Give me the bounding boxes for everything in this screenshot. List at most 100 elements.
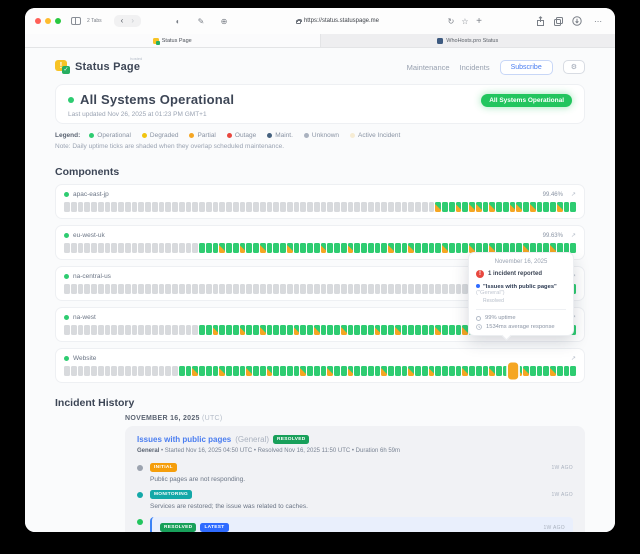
uptime-tick[interactable] xyxy=(536,243,543,253)
uptime-tick[interactable] xyxy=(462,325,468,335)
uptime-tick[interactable] xyxy=(266,284,273,294)
uptime-tick[interactable] xyxy=(489,366,495,376)
uptime-tick[interactable] xyxy=(475,366,482,376)
uptime-tick[interactable] xyxy=(388,325,394,335)
uptime-tick[interactable] xyxy=(448,325,455,335)
uptime-tick[interactable] xyxy=(300,202,306,212)
uptime-tick[interactable] xyxy=(435,202,441,212)
uptime-tick[interactable] xyxy=(462,202,468,212)
uptime-tick[interactable] xyxy=(293,202,300,212)
uptime-tick[interactable] xyxy=(97,202,104,212)
uptime-tick[interactable] xyxy=(165,284,171,294)
uptime-tick[interactable] xyxy=(313,202,320,212)
uptime-tick[interactable] xyxy=(64,325,70,335)
uptime-tick[interactable] xyxy=(401,243,408,253)
uptime-tick[interactable] xyxy=(550,366,556,376)
uptime-tick[interactable] xyxy=(212,284,219,294)
uptime-tick[interactable] xyxy=(489,202,495,212)
uptime-tick[interactable] xyxy=(118,325,124,335)
uptime-tick[interactable] xyxy=(232,284,239,294)
uptime-tick[interactable] xyxy=(104,284,111,294)
uptime-tick[interactable] xyxy=(64,366,70,376)
uptime-tick[interactable] xyxy=(361,284,367,294)
uptime-tick[interactable] xyxy=(347,202,354,212)
uptime-tick[interactable] xyxy=(496,366,502,376)
uptime-tick[interactable] xyxy=(253,366,259,376)
uptime-tick[interactable] xyxy=(226,202,232,212)
uptime-tick[interactable] xyxy=(97,284,104,294)
uptime-tick[interactable] xyxy=(340,366,347,376)
tab-whohosts[interactable]: WhoHosts.pro Status xyxy=(320,34,615,47)
uptime-tick[interactable] xyxy=(246,284,252,294)
uptime-tick[interactable] xyxy=(300,325,306,335)
uptime-tick[interactable] xyxy=(401,366,408,376)
uptime-tick[interactable] xyxy=(293,366,300,376)
uptime-tick[interactable] xyxy=(482,366,489,376)
uptime-tick[interactable] xyxy=(104,243,111,253)
uptime-tick[interactable] xyxy=(313,284,320,294)
uptime-tick[interactable] xyxy=(91,284,97,294)
uptime-tick[interactable] xyxy=(138,284,144,294)
uptime-tick[interactable] xyxy=(327,366,333,376)
page-appearance-icon[interactable]: ◐ xyxy=(175,16,181,26)
uptime-tick[interactable] xyxy=(70,243,77,253)
uptime-tick[interactable] xyxy=(313,325,320,335)
uptime-tick[interactable] xyxy=(77,284,84,294)
uptime-tick[interactable] xyxy=(165,325,171,335)
uptime-tick[interactable] xyxy=(151,366,158,376)
uptime-tick[interactable] xyxy=(435,325,441,335)
uptime-tick[interactable] xyxy=(448,284,455,294)
uptime-tick[interactable] xyxy=(442,366,448,376)
brand-logo[interactable]: ! ✓ Status Page hosted xyxy=(55,56,142,74)
uptime-tick[interactable] xyxy=(421,366,428,376)
uptime-tick[interactable] xyxy=(421,202,428,212)
uptime-tick[interactable] xyxy=(205,243,212,253)
uptime-tick[interactable] xyxy=(70,325,77,335)
uptime-tick[interactable] xyxy=(165,366,171,376)
uptime-tick[interactable] xyxy=(428,325,435,335)
uptime-tick[interactable] xyxy=(178,202,185,212)
bookmark-star-button[interactable]: ☆ xyxy=(461,16,469,26)
uptime-tick[interactable] xyxy=(246,243,252,253)
uptime-tick[interactable] xyxy=(361,202,367,212)
uptime-tick[interactable] xyxy=(354,325,360,335)
tab-status-page[interactable]: Status Page xyxy=(25,34,321,47)
uptime-tick[interactable] xyxy=(428,202,435,212)
uptime-tick[interactable] xyxy=(556,366,563,376)
uptime-tick[interactable] xyxy=(307,202,313,212)
uptime-tick[interactable] xyxy=(239,243,246,253)
uptime-tick[interactable] xyxy=(388,366,394,376)
uptime-tick[interactable] xyxy=(408,366,414,376)
uptime-tick[interactable] xyxy=(401,202,408,212)
uptime-tick[interactable] xyxy=(556,243,563,253)
uptime-tick[interactable] xyxy=(334,202,340,212)
uptime-tick[interactable] xyxy=(70,366,77,376)
uptime-tick[interactable] xyxy=(381,284,387,294)
uptime-tick[interactable] xyxy=(104,202,111,212)
uptime-tick[interactable] xyxy=(259,243,266,253)
uptime-tick[interactable] xyxy=(172,366,178,376)
share-icon[interactable] xyxy=(536,16,545,26)
uptime-tick[interactable] xyxy=(259,366,266,376)
uptime-tick[interactable] xyxy=(111,284,117,294)
uptime-tick[interactable] xyxy=(327,284,333,294)
uptime-tick[interactable] xyxy=(178,366,185,376)
address-bar[interactable]: https://status.statuspage.me xyxy=(231,18,444,24)
uptime-tick[interactable] xyxy=(192,202,198,212)
uptime-tick[interactable] xyxy=(138,366,144,376)
uptime-tick[interactable] xyxy=(428,284,435,294)
uptime-tick[interactable] xyxy=(300,284,306,294)
uptime-tick[interactable] xyxy=(421,243,428,253)
uptime-tick[interactable] xyxy=(91,366,97,376)
uptime-tick[interactable] xyxy=(145,243,151,253)
uptime-tick[interactable] xyxy=(448,366,455,376)
uptime-tick[interactable] xyxy=(394,325,401,335)
uptime-tick[interactable] xyxy=(367,284,374,294)
uptime-tick[interactable] xyxy=(563,202,570,212)
uptime-tick[interactable] xyxy=(165,243,171,253)
uptime-tick[interactable] xyxy=(111,243,117,253)
uptime-tick[interactable] xyxy=(64,284,70,294)
uptime-tick[interactable] xyxy=(280,202,286,212)
uptime-tick[interactable] xyxy=(293,325,300,335)
tooltip-incident-name-row[interactable]: "Issues with public pages" ("General") xyxy=(476,284,566,296)
